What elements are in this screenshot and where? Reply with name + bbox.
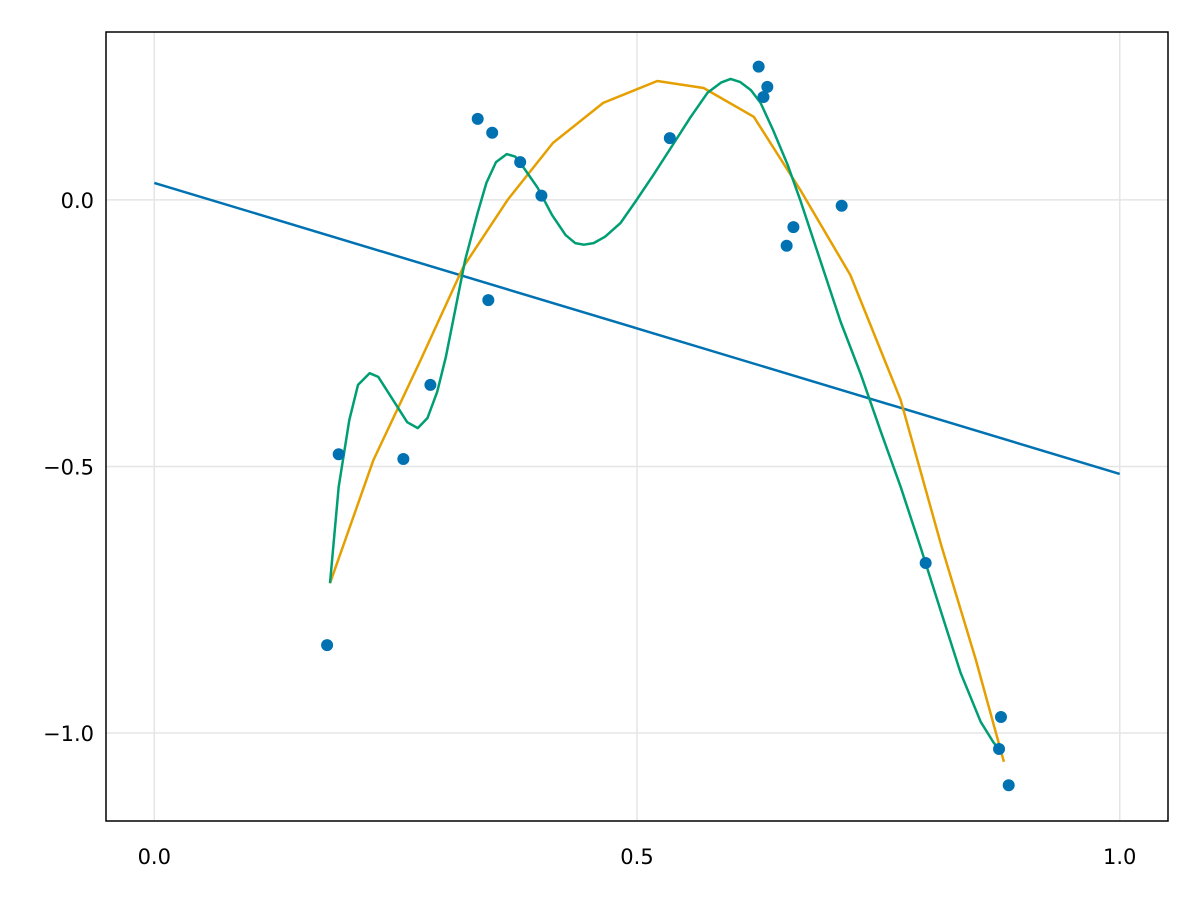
scatter-point	[424, 378, 437, 391]
grid	[106, 32, 1168, 821]
scatter-point	[514, 156, 527, 169]
scatter-point	[919, 556, 932, 569]
scatter-point	[663, 132, 676, 145]
scatter-point	[471, 112, 484, 125]
high-order-fit-line	[328, 77, 1002, 753]
scatter-point	[321, 639, 334, 652]
scatter-point	[757, 91, 770, 104]
x-tick-label: 0.0	[138, 845, 171, 869]
scatter-point	[486, 126, 499, 139]
scatter-point	[535, 189, 548, 202]
y-tick-label: 0.0	[61, 189, 94, 213]
scatter-point	[761, 80, 774, 93]
y-axis: 0.0 −0.5 −1.0	[43, 189, 94, 746]
scatter-layer	[321, 60, 1015, 792]
quadratic-fit-line	[328, 79, 1006, 763]
scatter-point	[332, 448, 345, 461]
scatter-point	[752, 60, 765, 73]
x-tick-label: 0.5	[620, 845, 653, 869]
linear-fit-line	[153, 181, 1121, 476]
plot-frame	[105, 31, 1169, 822]
scatter-point	[482, 294, 495, 307]
y-tick-label: −1.0	[43, 722, 94, 746]
y-tick-label: −0.5	[43, 455, 94, 479]
scatter-point	[835, 199, 848, 212]
scatter-point	[1002, 779, 1015, 792]
scatter-point	[993, 743, 1006, 756]
series-layer	[153, 77, 1121, 763]
scatter-point	[397, 453, 410, 466]
scatter-point	[780, 239, 793, 252]
x-tick-label: 1.0	[1103, 845, 1136, 869]
scatter-point	[994, 711, 1007, 724]
scatter-point	[787, 221, 800, 234]
x-axis: 0.0 0.5 1.0	[138, 845, 1137, 869]
